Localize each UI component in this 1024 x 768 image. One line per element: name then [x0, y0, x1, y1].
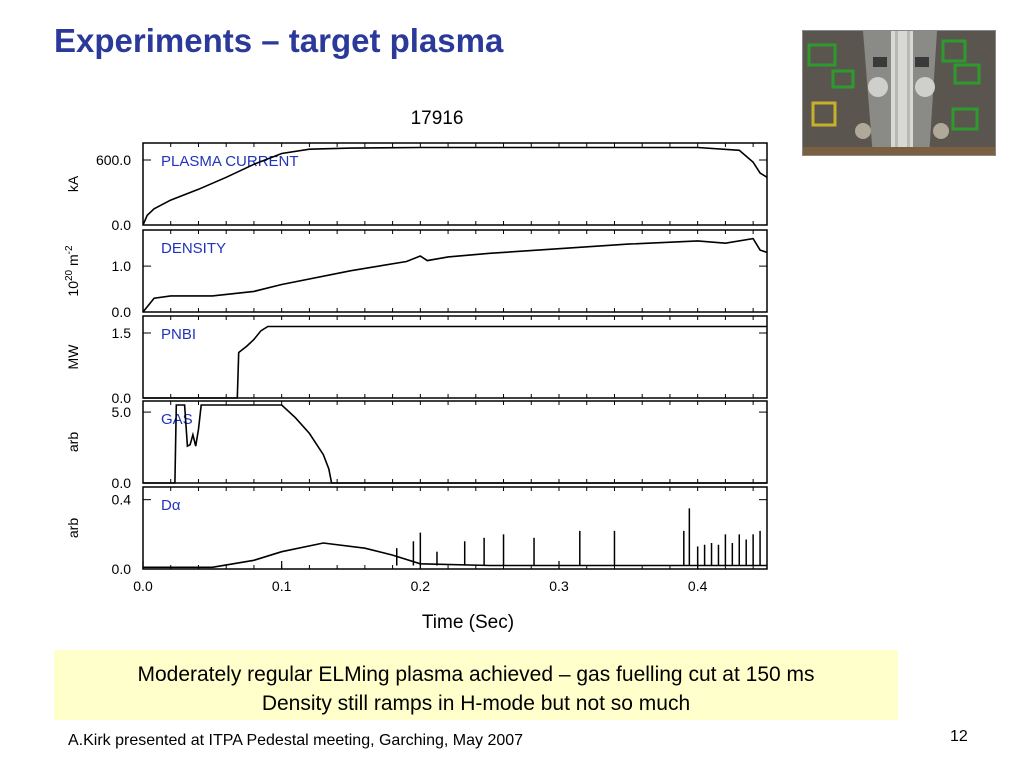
caption-line-1: Moderately regular ELMing plasma achieve…: [137, 663, 815, 686]
y-tick-label: 0.0: [112, 304, 132, 320]
series-line: [143, 404, 767, 484]
panel-0: 0.0 600.0 kA PLASMA CURRENT: [65, 142, 768, 233]
panel-frame: [142, 315, 768, 399]
panel-label: PNBI: [161, 326, 196, 343]
y-tick-label: 0.0: [112, 217, 132, 233]
series-line: [142, 237, 768, 313]
panel-1: 0.0 1.0 1020 m-2 DENSITY: [64, 229, 768, 320]
series-line: [142, 146, 768, 226]
panel-frame: [142, 142, 768, 226]
series-line: [143, 542, 767, 569]
panel-frame: [142, 400, 768, 484]
panel-2: 0.0 1.5 MW PNBI: [65, 315, 768, 406]
caption-box: Moderately regular ELMing plasma achieve…: [54, 650, 898, 720]
slide-title: Experiments – target plasma: [54, 22, 504, 59]
series-line: [143, 325, 767, 399]
x-tick-label: 0.3: [549, 578, 569, 594]
plasma-timeseries-chart: 17916 0.0 600.0 kA PLASMA CURRENT 0.0 1.0 1020…: [40, 95, 780, 640]
y-tick-label: 0.0: [112, 390, 132, 406]
page-number: 12: [950, 728, 968, 745]
chart-svg: 17916 0.0 600.0 kA PLASMA CURRENT 0.0 1.0 1020…: [64, 108, 768, 633]
x-axis-label: Time (Sec): [422, 612, 514, 633]
y-axis-label: MW: [65, 344, 81, 370]
chart-panels: 0.0 600.0 kA PLASMA CURRENT 0.0 1.0 1020 m-2 DE…: [64, 142, 768, 577]
x-tick-label: 0.4: [688, 578, 708, 594]
y-tick-label: 1.0: [112, 258, 132, 274]
panel-label: PLASMA CURRENT: [161, 153, 299, 170]
panel-4: 0.0 0.4 arb Dα: [65, 486, 768, 577]
footer-credit: A.Kirk presented at ITPA Pedestal meetin…: [68, 732, 524, 749]
y-tick-label: 0.0: [112, 561, 132, 577]
panel-frame: [142, 229, 768, 313]
x-tick-label: 0.0: [133, 578, 153, 594]
y-tick-label: 0.0: [112, 475, 132, 491]
y-tick-label: 600.0: [96, 152, 131, 168]
x-tick-label: 0.1: [272, 578, 292, 594]
y-axis-label: kA: [65, 175, 81, 192]
y-axis-label: 1020 m-2: [64, 245, 81, 297]
panel-frame: [142, 486, 768, 570]
tokamak-interior-photo: [802, 30, 996, 156]
y-tick-label: 1.5: [112, 325, 132, 341]
y-tick-label: 5.0: [112, 404, 132, 420]
x-axis-ticks: 0.0 0.1 0.2 0.3 0.4: [133, 561, 708, 594]
y-tick-label: 0.4: [112, 492, 132, 508]
x-tick-label: 0.2: [411, 578, 431, 594]
y-axis-label: arb: [65, 518, 81, 538]
panel-label: DENSITY: [161, 240, 226, 257]
panel-label: Dα: [161, 497, 181, 514]
chart-title: 17916: [411, 108, 464, 129]
caption-line-2: Density still ramps in H-mode but not so…: [261, 692, 691, 715]
y-axis-label: arb: [65, 432, 81, 452]
